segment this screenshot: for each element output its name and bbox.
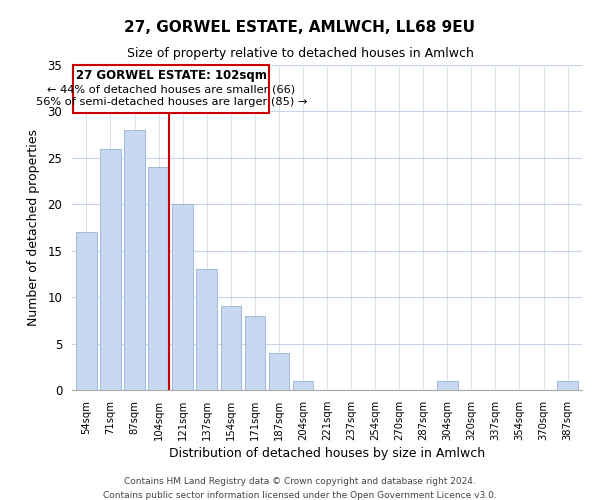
Bar: [124, 130, 145, 390]
Text: Size of property relative to detached houses in Amlwch: Size of property relative to detached ho…: [127, 48, 473, 60]
Bar: [172, 204, 193, 390]
Bar: [76, 232, 97, 390]
Text: 27, GORWEL ESTATE, AMLWCH, LL68 9EU: 27, GORWEL ESTATE, AMLWCH, LL68 9EU: [125, 20, 476, 35]
Bar: [221, 306, 241, 390]
Text: Contains HM Land Registry data © Crown copyright and database right 2024.: Contains HM Land Registry data © Crown c…: [124, 478, 476, 486]
Y-axis label: Number of detached properties: Number of detached properties: [28, 129, 40, 326]
Bar: [269, 353, 289, 390]
Text: 27 GORWEL ESTATE: 102sqm: 27 GORWEL ESTATE: 102sqm: [76, 68, 266, 82]
X-axis label: Distribution of detached houses by size in Amlwch: Distribution of detached houses by size …: [169, 447, 485, 460]
Bar: [245, 316, 265, 390]
Bar: [196, 270, 217, 390]
Bar: [557, 380, 578, 390]
Bar: [100, 148, 121, 390]
FancyBboxPatch shape: [73, 65, 269, 114]
Bar: [293, 380, 313, 390]
Text: Contains public sector information licensed under the Open Government Licence v3: Contains public sector information licen…: [103, 491, 497, 500]
Bar: [148, 167, 169, 390]
Bar: [437, 380, 458, 390]
Text: ← 44% of detached houses are smaller (66): ← 44% of detached houses are smaller (66…: [47, 84, 295, 94]
Text: 56% of semi-detached houses are larger (85) →: 56% of semi-detached houses are larger (…: [35, 97, 307, 107]
